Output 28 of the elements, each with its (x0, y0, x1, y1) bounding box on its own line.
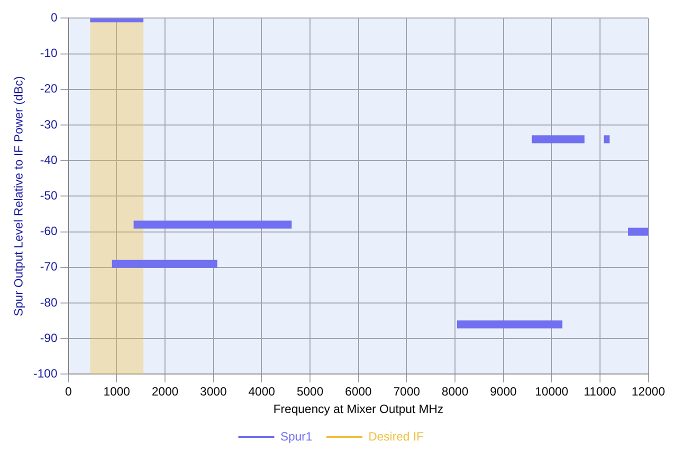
x-tick-label: 5000 (296, 384, 324, 399)
y-tick-label: -30 (40, 117, 58, 132)
x-tick-label: 12000 (632, 384, 666, 399)
y-tick-label: -40 (40, 152, 58, 167)
x-tick-label: 0 (65, 384, 72, 399)
x-axis-title: Frequency at Mixer Output MHz (273, 402, 444, 416)
y-tick-label: -60 (40, 224, 58, 238)
y-tick-label: -70 (40, 260, 58, 274)
y-tick-label: -90 (40, 330, 58, 345)
y-tick-label: -80 (40, 295, 58, 310)
x-tick-label: 4000 (248, 384, 276, 399)
y-tick-label: -50 (40, 188, 58, 203)
y-axis-title: Spur Output Level Relative to IF Power (dBc) (12, 76, 26, 316)
x-tick-label: 1000 (103, 384, 130, 399)
legend-label: Spur1 (280, 429, 313, 444)
y-tick-label: -20 (40, 82, 58, 96)
y-tick-label: -10 (40, 46, 58, 60)
x-tick-label: 3000 (200, 384, 228, 399)
legend-label: Desired IF (368, 429, 424, 444)
x-tick-label: 2000 (152, 384, 179, 399)
x-tick-label: 8000 (442, 384, 469, 399)
y-tick-label: -100 (33, 366, 58, 381)
x-tick-label: 10000 (534, 384, 569, 399)
x-tick-label: 6000 (345, 384, 372, 399)
x-tick-label: 7000 (393, 384, 420, 399)
y-tick-label: 0 (50, 10, 58, 25)
x-tick-label: 9000 (490, 384, 518, 399)
x-tick-label: 11000 (584, 384, 617, 399)
